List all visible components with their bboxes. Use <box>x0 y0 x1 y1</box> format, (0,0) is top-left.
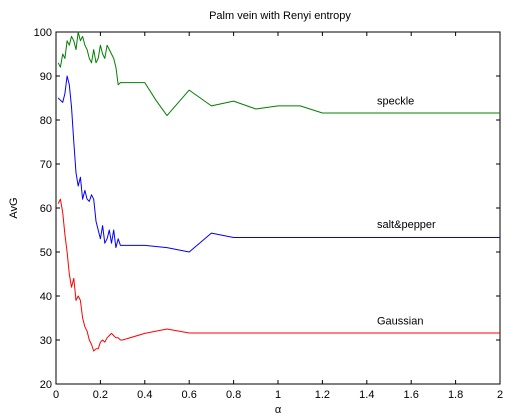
series-layer <box>57 31 500 352</box>
plot-area <box>55 31 501 385</box>
y-axis: 20 30 40 50 60 70 80 90 100 <box>34 27 500 391</box>
plot-frame <box>55 31 501 385</box>
series-label-gaussian: Gaussian <box>377 316 423 328</box>
y-tick-label: 30 <box>40 335 52 347</box>
x-tick-label: 0.4 <box>137 389 152 401</box>
x-tick-label: 2 <box>497 389 503 401</box>
y-tick-label: 100 <box>34 27 52 39</box>
x-tick-label: 0.6 <box>182 389 197 401</box>
y-tick-label: 60 <box>40 203 52 215</box>
y-tick-label: 50 <box>40 247 52 259</box>
y-tick-label: 80 <box>40 115 52 127</box>
x-tick-label: 0.8 <box>226 389 241 401</box>
x-tick-label: 1 <box>275 389 281 401</box>
series-line-speckle <box>57 31 500 117</box>
y-tick-label: 20 <box>40 379 52 391</box>
x-axis-label: α <box>275 404 282 416</box>
y-axis-label: AvG <box>8 197 20 218</box>
series-line-gaussian <box>57 198 500 352</box>
x-tick-label: 1.2 <box>315 389 330 401</box>
x-tick-label: 0 <box>53 389 59 401</box>
y-tick-label: 40 <box>40 291 52 303</box>
y-tick-label: 70 <box>40 159 52 171</box>
chart-title: Palm vein with Renyi entropy <box>209 10 351 22</box>
x-tick-label: 0.2 <box>93 389 108 401</box>
x-axis: 0 0.2 0.4 0.6 0.8 1 1.2 1.4 1.6 1.8 2 <box>53 32 503 401</box>
series-labels: speckle salt&pepper Gaussian <box>377 96 436 328</box>
x-tick-label: 1.8 <box>448 389 463 401</box>
series-line-salt-pepper <box>57 75 500 253</box>
x-tick-label: 1.6 <box>404 389 419 401</box>
series-label-speckle: speckle <box>377 96 414 108</box>
x-tick-label: 1.4 <box>359 389 374 401</box>
y-tick-label: 90 <box>40 71 52 83</box>
series-label-salt-pepper: salt&pepper <box>377 219 436 231</box>
